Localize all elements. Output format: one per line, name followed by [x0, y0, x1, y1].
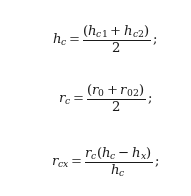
Text: $r_{cx} = \dfrac{r_c(h_c - h_x)}{h_c}\,;$: $r_{cx} = \dfrac{r_c(h_c - h_x)}{h_c}\,;… [51, 146, 159, 179]
Text: $r_c = \dfrac{(r_0 + r_{02})}{2}\,;$: $r_c = \dfrac{(r_0 + r_{02})}{2}\,;$ [58, 83, 152, 113]
Text: $h_c = \dfrac{(h_{c1} + h_{c2})}{2}\,;$: $h_c = \dfrac{(h_{c1} + h_{c2})}{2}\,;$ [52, 24, 158, 55]
